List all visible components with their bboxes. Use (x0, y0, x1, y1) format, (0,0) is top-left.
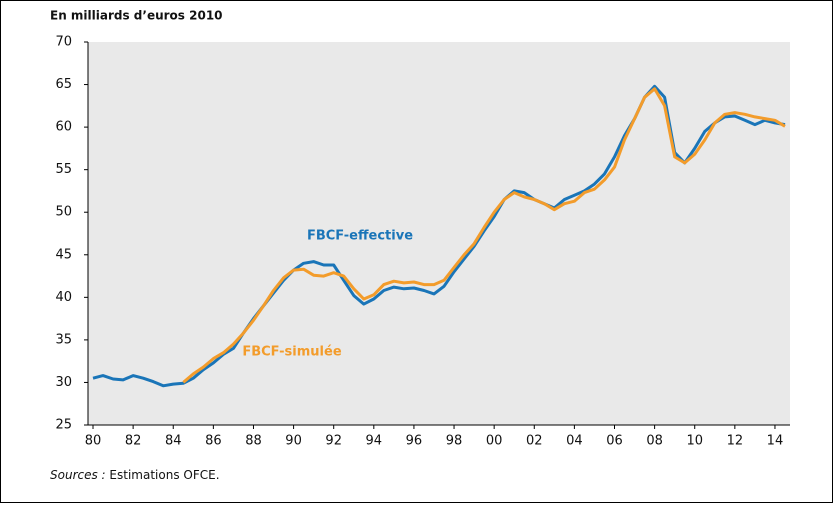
x-tick-label: 84 (165, 434, 182, 449)
x-tick-label: 80 (85, 434, 102, 449)
source-label: Sources : (50, 468, 106, 482)
x-tick-label: 14 (767, 434, 784, 449)
y-tick-label: 50 (55, 205, 72, 220)
source-text: Estimations OFCE. (109, 468, 219, 482)
y-tick-label: 30 (55, 375, 72, 390)
x-tick-label: 96 (406, 434, 423, 449)
x-tick-label: 04 (566, 434, 583, 449)
x-tick-label: 90 (285, 434, 302, 449)
x-tick-label: 98 (446, 434, 463, 449)
x-tick-label: 08 (646, 434, 663, 449)
x-tick-label: 94 (366, 434, 383, 449)
x-tick-label: 82 (125, 434, 142, 449)
y-tick-label: 70 (55, 35, 72, 50)
plot-area (88, 42, 790, 425)
y-tick-label: 55 (55, 162, 72, 177)
y-tick-label: 35 (55, 332, 72, 347)
x-tick-label: 86 (205, 434, 222, 449)
series-line (182, 87, 786, 384)
y-tick-label: 25 (55, 418, 72, 433)
series-label: FBCF-simulée (242, 345, 341, 360)
y-tick-label: 45 (55, 247, 72, 262)
y-tick-label: 40 (55, 290, 72, 305)
x-tick-label: 00 (486, 434, 503, 449)
x-tick-label: 06 (606, 434, 623, 449)
y-tick-label: 60 (55, 120, 72, 135)
source: Sources : Estimations OFCE. (50, 468, 220, 482)
y-tick-label: 65 (55, 77, 72, 92)
x-tick-label: 10 (686, 434, 703, 449)
x-tick-label: 02 (526, 434, 543, 449)
chart-title: En milliards d’euros 2010 (50, 9, 223, 23)
x-tick-label: 88 (245, 434, 262, 449)
x-tick-label: 12 (727, 434, 744, 449)
series-label: FBCF-effective (307, 229, 413, 244)
x-tick-label: 92 (325, 434, 342, 449)
